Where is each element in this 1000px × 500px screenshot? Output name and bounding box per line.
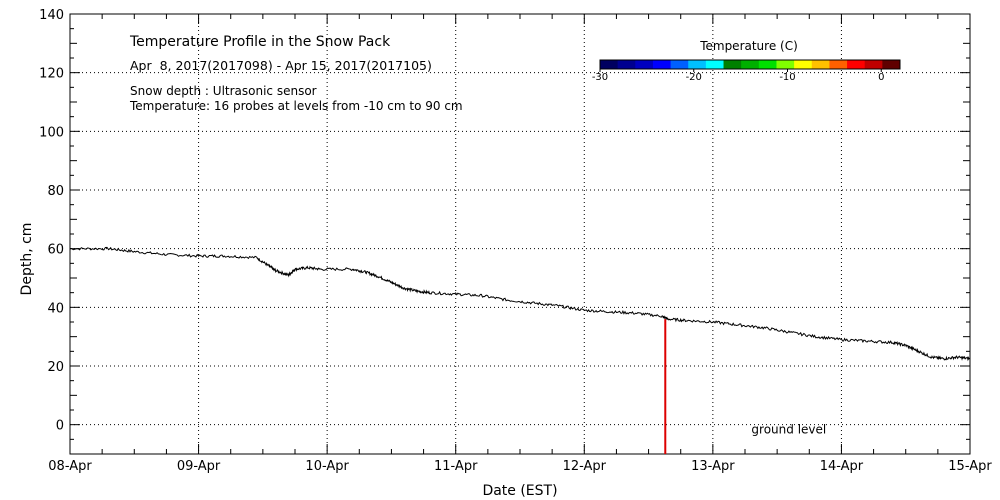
x-tick-label: 15-Apr <box>948 459 992 474</box>
annotation-ground-level: ground level <box>751 422 826 436</box>
x-tick-label: 12-Apr <box>563 459 607 474</box>
colorbar-swatch <box>705 60 725 69</box>
colorbar: -30 -20 -10 0 <box>592 59 901 83</box>
y-tick-label: 80 <box>47 184 64 199</box>
plot-frame <box>69 13 971 455</box>
colorbar-tick-label: 0 <box>878 72 884 83</box>
x-tick-label: 09-Apr <box>177 459 221 474</box>
y-tick-label: 140 <box>39 8 64 23</box>
colorbar-swatch <box>635 60 654 69</box>
colorbar-tick-label: -20 <box>686 72 702 83</box>
x-tick-label: 11-Apr <box>434 459 478 474</box>
axes: 08-Apr 09-Apr 10-Apr 11-Apr 12-Apr 13-Apr 14-A… <box>39 8 992 474</box>
y-tick-label: 60 <box>47 243 64 258</box>
colorbar-swatch <box>811 60 830 69</box>
colorbar-frame <box>599 59 901 70</box>
note-snow-depth: Snow depth : Ultrasonic sensor <box>130 84 317 98</box>
colorbar-swatch <box>670 60 689 69</box>
x-tick-label: 08-Apr <box>48 459 92 474</box>
colorbar-swatch <box>847 60 866 69</box>
y-axis-label: Depth, cm <box>19 223 35 296</box>
x-tick-label: 10-Apr <box>305 459 349 474</box>
y-tick-label: 20 <box>47 360 64 375</box>
colorbar-swatch <box>652 60 672 69</box>
note-temperature: Temperature: 16 probes at levels from -1… <box>129 99 463 113</box>
x-axis-label: Date (EST) <box>482 483 557 499</box>
series-line-snow-depth <box>69 246 971 362</box>
y-tick-label: 100 <box>39 125 64 140</box>
series <box>69 246 971 454</box>
chart-title: Temperature Profile in the Snow Pack <box>129 34 391 50</box>
colorbar-tick-label: -10 <box>779 72 795 83</box>
y-tick-label: 40 <box>47 301 64 316</box>
colorbar-tick-label: -30 <box>592 72 608 83</box>
colorbar-swatch <box>882 60 901 69</box>
chart-subtitle: Apr 8, 2017(2017098) - Apr 15, 2017(2017… <box>130 58 432 73</box>
colorbar-swatch <box>794 60 813 69</box>
colorbar-swatch <box>776 60 795 69</box>
colorbar-swatch <box>617 60 636 69</box>
x-tick-label: 13-Apr <box>691 459 735 474</box>
colorbar-swatch <box>723 60 742 69</box>
colorbar-swatch <box>758 60 777 69</box>
grid <box>70 14 970 454</box>
y-tick-label: 0 <box>56 419 64 434</box>
colorbar-swatch <box>688 60 707 69</box>
colorbar-swatch <box>864 60 883 69</box>
colorbar-swatch <box>600 60 619 69</box>
colorbar-swatch <box>741 60 760 69</box>
x-tick-label: 14-Apr <box>820 459 864 474</box>
y-tick-label: 120 <box>39 67 64 82</box>
colorbar-swatch <box>829 60 848 69</box>
colorbar-title: Temperature (C) <box>699 39 798 53</box>
